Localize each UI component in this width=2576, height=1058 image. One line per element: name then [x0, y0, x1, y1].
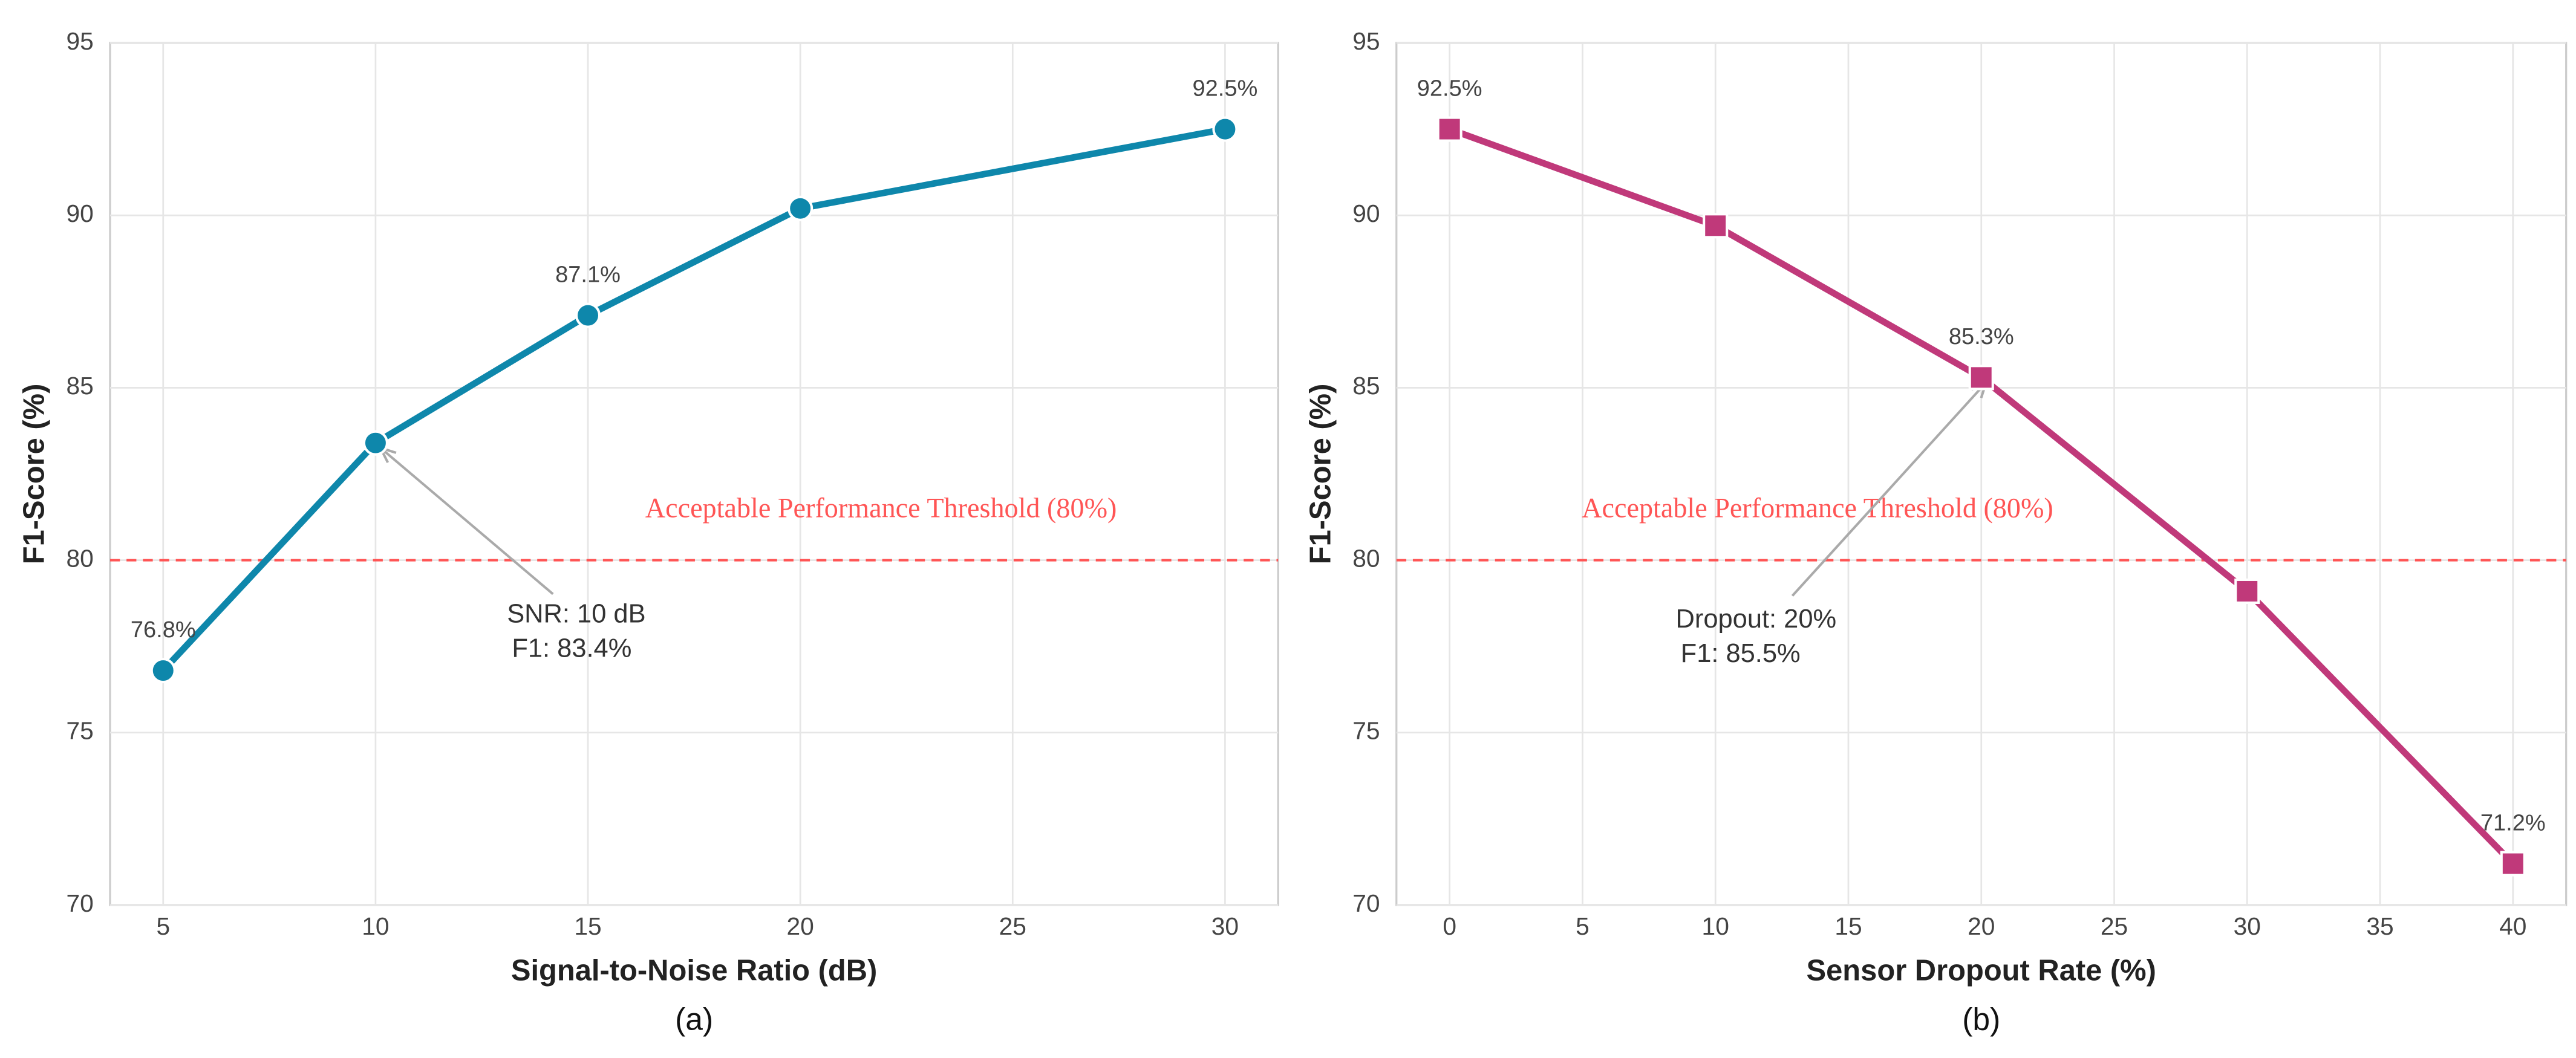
marker: [362, 430, 388, 456]
marker: [2500, 851, 2526, 877]
marker: [575, 302, 601, 328]
marker: [1968, 365, 1994, 391]
x-tick-label: 15: [574, 912, 601, 940]
value-label: 85.3%: [1949, 324, 2014, 349]
annotation-text: F1: 85.5%: [1681, 639, 1801, 668]
marker: [1436, 116, 1462, 142]
caption: (b): [1962, 1001, 2000, 1036]
y-tick-label: 85: [67, 372, 94, 400]
y-tick-label: 80: [1352, 544, 1380, 572]
y-tick-label: 95: [67, 27, 94, 55]
value-label: 92.5%: [1417, 76, 1482, 101]
y-tick-label: 70: [1352, 889, 1380, 917]
y-tick-label: 95: [1352, 27, 1380, 55]
x-tick-label: 35: [2366, 912, 2393, 940]
value-label: 92.5%: [1193, 76, 1258, 101]
y-axis-label: F1-Score (%): [1304, 384, 1337, 565]
x-tick-label: 15: [1834, 912, 1862, 940]
x-tick-label: 20: [787, 912, 814, 940]
x-tick-label: 0: [1443, 912, 1456, 940]
y-tick-label: 85: [1352, 372, 1380, 400]
marker: [1212, 116, 1238, 142]
marker: [787, 195, 814, 221]
threshold-label: Acceptable Performance Threshold (80%): [645, 493, 1117, 524]
y-tick-label: 90: [1352, 200, 1380, 227]
threshold-label: Acceptable Performance Threshold (80%): [1582, 493, 2053, 524]
x-axis-label: Signal-to-Noise Ratio (dB): [511, 954, 877, 987]
y-tick-label: 80: [67, 544, 94, 572]
x-tick-label: 25: [2101, 912, 2128, 940]
marker: [150, 658, 176, 684]
x-tick-label: 40: [2499, 912, 2526, 940]
x-tick-label: 25: [999, 912, 1026, 940]
value-label: 71.2%: [2480, 810, 2546, 836]
x-tick-label: 10: [362, 912, 389, 940]
annotation-text: SNR: 10 dB: [507, 599, 645, 628]
y-tick-label: 75: [1352, 717, 1380, 745]
x-axis-label: Sensor Dropout Rate (%): [1807, 954, 2156, 987]
value-label: 76.8%: [131, 617, 196, 643]
y-tick-label: 90: [67, 200, 94, 227]
annotation-text: Dropout: 20%: [1676, 605, 1837, 634]
x-tick-label: 30: [2234, 912, 2261, 940]
annotation-text: F1: 83.4%: [512, 634, 631, 663]
annotation-arrow: [1791, 381, 1987, 597]
value-label: 87.1%: [555, 262, 621, 287]
x-tick-label: 20: [1968, 912, 1995, 940]
x-tick-label: 30: [1211, 912, 1239, 940]
y-tick-label: 75: [67, 717, 94, 745]
plot-area: [109, 42, 1279, 906]
caption: (a): [675, 1001, 713, 1036]
annotation-arrow: [379, 447, 554, 596]
x-tick-label: 5: [1576, 912, 1590, 940]
y-axis-label: F1-Score (%): [18, 384, 51, 565]
marker: [1703, 213, 1729, 239]
y-tick-label: 70: [67, 889, 94, 917]
x-tick-label: 10: [1702, 912, 1729, 940]
x-tick-label: 5: [156, 912, 170, 940]
marker: [2234, 578, 2260, 604]
